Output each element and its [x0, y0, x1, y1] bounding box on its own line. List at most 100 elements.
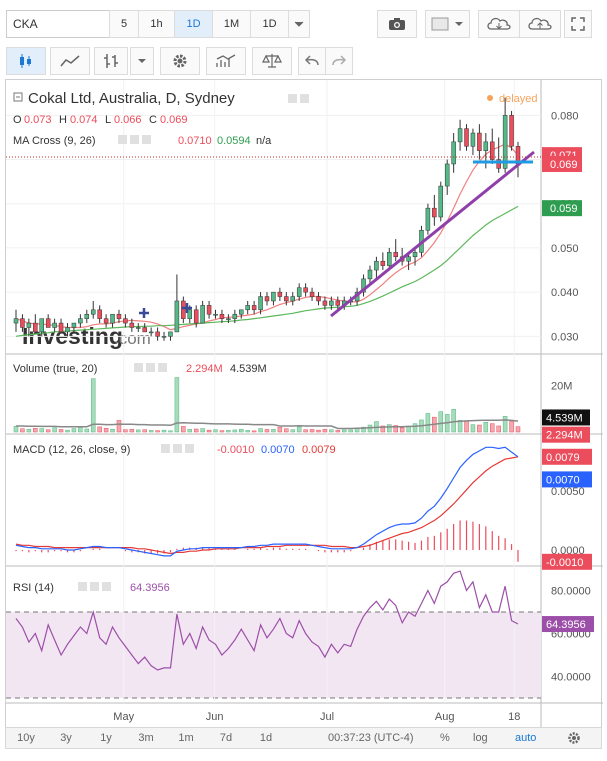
candle-body	[219, 313, 225, 319]
range-3m[interactable]: 3m	[138, 732, 154, 744]
macd-tick-label: 0.0050	[551, 486, 585, 498]
eye-icon[interactable]	[161, 444, 170, 453]
redo-button[interactable]	[325, 47, 353, 75]
gear-icon[interactable]	[146, 363, 155, 372]
ohlc-high: 0.074	[70, 114, 98, 126]
volume-bar	[161, 429, 167, 433]
gear-icon[interactable]	[173, 444, 182, 453]
macd-badge-label: 0.0070	[546, 474, 580, 486]
candle-body	[206, 305, 212, 315]
interval-select[interactable]: 1D	[250, 10, 289, 38]
fullscreen-button[interactable]	[564, 10, 592, 38]
volume-bar	[470, 424, 476, 433]
eye-icon[interactable]	[118, 135, 127, 144]
range-3y[interactable]: 3y	[60, 732, 72, 744]
volume-bar	[425, 413, 431, 433]
candle-body	[97, 309, 102, 319]
gear-icon[interactable]	[90, 582, 99, 591]
rsi-tick-label: 40.0000	[551, 672, 591, 684]
candle-body	[155, 331, 160, 337]
candle-body	[496, 159, 501, 169]
volume-bar	[97, 426, 102, 433]
candle-body	[168, 331, 173, 337]
volume-bar	[477, 424, 482, 433]
candles-style-button[interactable]	[6, 47, 46, 75]
volume-ma-line	[16, 419, 519, 430]
close-icon[interactable]	[102, 582, 111, 591]
color-picker-button[interactable]	[425, 10, 470, 38]
interval-select-label: 1D	[262, 18, 277, 30]
symbol-input[interactable]: CKA	[6, 10, 110, 38]
candle-body	[432, 207, 437, 218]
ma-fast-value: 0.0710	[178, 135, 212, 147]
percent-toggle[interactable]: %	[440, 732, 450, 744]
collapse-icon[interactable]	[13, 92, 23, 102]
x-axis-tick-label: May	[113, 711, 134, 723]
candle-body	[136, 327, 141, 329]
undo-button[interactable]	[298, 47, 326, 75]
bars-style-button[interactable]	[94, 47, 128, 75]
close-icon[interactable]	[158, 363, 167, 372]
interval-5[interactable]: 5	[109, 10, 139, 38]
symbol-text: CKA	[13, 17, 38, 31]
interval-1d[interactable]: 1D	[174, 10, 213, 38]
close-icon[interactable]	[142, 135, 151, 144]
interval-1d-label: 1D	[186, 18, 201, 30]
volume-bar	[245, 430, 250, 433]
close-icon[interactable]	[185, 444, 194, 453]
indicators-button[interactable]	[206, 47, 246, 75]
gear-icon[interactable]	[130, 135, 139, 144]
cloud-download-button[interactable]	[478, 10, 520, 38]
candle-body	[361, 278, 366, 293]
volume-bar	[200, 428, 205, 433]
volume-bar	[206, 429, 212, 433]
trendline[interactable]	[330, 150, 535, 318]
interval-1m[interactable]: 1M	[212, 10, 251, 38]
volume-bar	[78, 427, 83, 433]
candle-body	[296, 287, 302, 297]
ohlc-close-label: C	[149, 114, 157, 126]
rsi-band-fill	[6, 612, 541, 698]
volume-ma-value: 4.539M	[230, 363, 267, 375]
range-7d[interactable]: 7d	[219, 732, 233, 744]
candle-body	[13, 318, 19, 324]
cloud-upload-button[interactable]	[519, 10, 561, 38]
eye-icon[interactable]	[288, 94, 297, 103]
interval-1h[interactable]: 1h	[138, 10, 175, 38]
area-chart-icon	[60, 55, 80, 67]
candle-body	[277, 291, 283, 297]
area-style-button[interactable]	[50, 47, 90, 75]
top-toolbar: CKA 5 1h 1D 1M 1D	[0, 0, 607, 46]
range-1y[interactable]: 1y	[100, 732, 112, 744]
interval-5-label: 5	[120, 18, 128, 30]
log-toggle[interactable]: log	[473, 732, 488, 744]
compare-button[interactable]	[252, 47, 292, 75]
range-10y[interactable]: 10y	[17, 732, 35, 744]
range-1m[interactable]: 1m	[178, 732, 194, 744]
settings-button[interactable]	[160, 47, 200, 75]
range-1d[interactable]: 1d	[259, 732, 273, 744]
interval-dropdown-button[interactable]	[288, 10, 310, 38]
chart-canvas[interactable]: Investing .com MayJunJulAug180.0800.0700…	[6, 80, 603, 729]
macd-badge	[542, 553, 592, 570]
chart-type-dropdown[interactable]	[130, 47, 154, 75]
candle-body	[290, 296, 295, 302]
screenshot-button[interactable]	[377, 10, 417, 38]
candle-body	[309, 291, 315, 297]
macd-hist-value: -0.0010	[217, 444, 254, 456]
auto-toggle[interactable]: auto	[515, 732, 537, 744]
x-axis-tick-label: Jun	[206, 711, 224, 723]
volume-legend: Volume (true, 20) 2.294M 4.539M	[13, 363, 267, 375]
cross-marker	[182, 303, 192, 313]
volume-bar	[264, 429, 270, 433]
volume-bar	[496, 425, 501, 433]
bars-icon	[104, 54, 118, 68]
volume-bar	[168, 430, 173, 433]
eye-icon[interactable]	[134, 363, 143, 372]
gear-icon[interactable]	[300, 94, 309, 103]
macd-line-value: 0.0070	[261, 444, 295, 456]
volume-bar	[219, 430, 225, 433]
candle-body	[142, 327, 147, 333]
chart-settings-button[interactable]	[567, 728, 581, 748]
eye-icon[interactable]	[78, 582, 87, 591]
